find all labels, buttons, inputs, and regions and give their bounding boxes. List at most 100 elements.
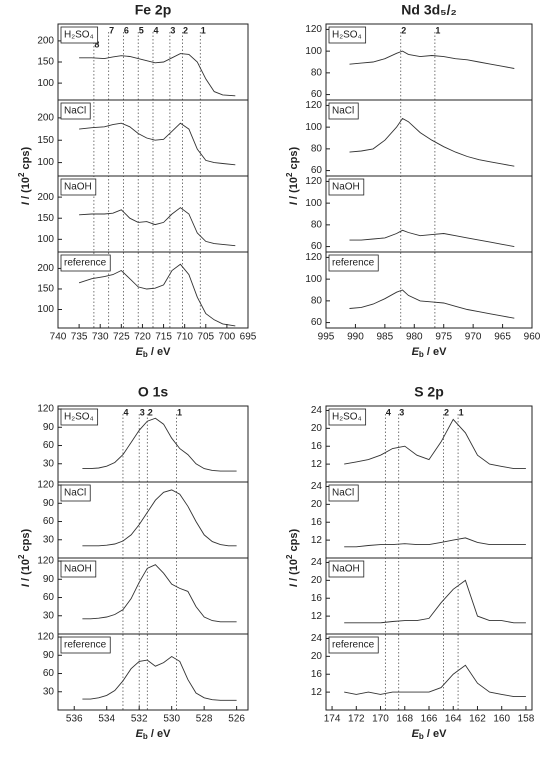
peak-label: 2	[148, 407, 153, 417]
y-axis-label: I / (102 cps)	[285, 147, 300, 206]
y-tick-label: 100	[37, 234, 54, 245]
y-tick-label: 120	[37, 556, 54, 567]
x-tick-label: 536	[66, 714, 83, 725]
x-tick-label: 970	[465, 332, 482, 343]
x-tick-label: 715	[155, 332, 172, 343]
panel-label: NaOH	[332, 182, 360, 193]
chart-title: Fe 2p	[135, 2, 172, 18]
y-tick-label: 200	[37, 36, 54, 47]
chart-title: Nd 3d₅/₂	[401, 2, 456, 18]
y-tick-label: 30	[43, 610, 55, 621]
x-axis-label: Eb / eV	[412, 346, 448, 359]
y-tick-label: 12	[311, 535, 323, 546]
chart-title: S 2p	[414, 384, 444, 400]
y-label-symbol: I	[20, 201, 32, 205]
y-tick-label: 120	[305, 252, 322, 263]
panel-label: reference	[64, 258, 107, 269]
y-tick-label: 120	[37, 480, 54, 491]
peak-label: 2	[183, 25, 188, 35]
y-tick-label: 20	[311, 575, 323, 586]
spectrum-line	[78, 263, 236, 327]
y-tick-label: 80	[311, 143, 323, 154]
spectrum-line	[344, 418, 526, 470]
y-tick-label: 120	[305, 100, 322, 111]
y-label-end: cps)	[288, 529, 300, 555]
panel-label: NaOH	[64, 564, 92, 575]
spectrum-line	[349, 117, 515, 167]
x-tick-label: 528	[196, 714, 213, 725]
y-axis-label: I / (102 cps)	[17, 529, 32, 588]
y-tick-label: 24	[311, 633, 323, 644]
y-label-sup: 2	[17, 554, 26, 559]
panel-label: NaCl	[64, 106, 86, 117]
panel-label-box	[328, 178, 365, 196]
x-tick-label: 720	[134, 332, 151, 343]
y-tick-label: 100	[305, 274, 322, 285]
peak-label: 2	[401, 25, 406, 35]
y-tick-label: 120	[37, 404, 54, 415]
panel-label-box	[328, 102, 359, 120]
x-axis-label: Eb / eV	[136, 346, 172, 359]
x-axis-label: Eb / eV	[136, 728, 172, 741]
panel-label-box	[60, 484, 91, 502]
spectrum-line	[349, 229, 515, 248]
x-label-unit: / eV	[424, 728, 447, 740]
x-label-unit: / eV	[148, 728, 171, 740]
y-tick-label: 60	[311, 89, 323, 100]
peak-label: 3	[399, 407, 404, 417]
y-label-unit: / (10	[20, 559, 32, 584]
panel-label: NaCl	[64, 488, 86, 499]
x-tick-label: 170	[372, 714, 389, 725]
x-tick-label: 725	[113, 332, 130, 343]
x-tick-label: 985	[377, 332, 394, 343]
panel-frame	[57, 633, 249, 711]
y-label-end: cps)	[20, 529, 32, 555]
peak-label: 2	[444, 407, 449, 417]
peak-label: 4	[386, 407, 391, 417]
y-tick-label: 24	[311, 405, 323, 416]
y-tick-label: 16	[311, 669, 323, 680]
x-tick-label: 168	[396, 714, 413, 725]
x-label-symbol: E	[136, 346, 144, 358]
peak-label: 1	[177, 407, 182, 417]
panel-frame	[325, 251, 533, 329]
spectrum-line	[344, 664, 526, 698]
panel-label: H₂SO₄	[64, 412, 94, 423]
panel-label-box	[60, 408, 99, 426]
y-tick-label: 12	[311, 611, 323, 622]
y-tick-label: 90	[43, 422, 55, 433]
y-tick-label: 100	[305, 198, 322, 209]
y-axis-label: I / (102 cps)	[285, 529, 300, 588]
x-label-symbol: E	[412, 728, 420, 740]
x-label-unit: / eV	[424, 346, 447, 358]
y-tick-label: 120	[305, 24, 322, 35]
peak-label: 4	[123, 407, 128, 417]
y-label-sup: 2	[17, 172, 26, 177]
y-tick-label: 80	[311, 219, 323, 230]
y-tick-label: 150	[37, 284, 54, 295]
x-tick-label: 980	[406, 332, 423, 343]
panel-label-box	[60, 560, 97, 578]
y-label-end: cps)	[288, 147, 300, 173]
x-tick-label: 965	[494, 332, 511, 343]
y-tick-label: 80	[311, 67, 323, 78]
panel-label-box	[60, 178, 97, 196]
y-tick-label: 24	[311, 481, 323, 492]
peak-label: 4	[153, 25, 158, 35]
panel-label-box	[328, 254, 379, 272]
panel-label-box	[328, 408, 367, 426]
panel-label: H₂SO₄	[332, 30, 362, 41]
y-tick-label: 60	[43, 592, 55, 603]
x-tick-label: 530	[163, 714, 180, 725]
y-tick-label: 16	[311, 593, 323, 604]
peak-label: 5	[139, 25, 144, 35]
panel-label-box	[328, 484, 359, 502]
y-tick-label: 20	[311, 423, 323, 434]
x-label-subscript: b	[143, 732, 148, 741]
y-tick-label: 90	[43, 650, 55, 661]
y-tick-label: 200	[37, 263, 54, 274]
spectrum-line	[82, 655, 237, 701]
y-tick-label: 60	[311, 241, 323, 252]
y-tick-label: 30	[43, 458, 55, 469]
x-tick-label: 730	[92, 332, 109, 343]
